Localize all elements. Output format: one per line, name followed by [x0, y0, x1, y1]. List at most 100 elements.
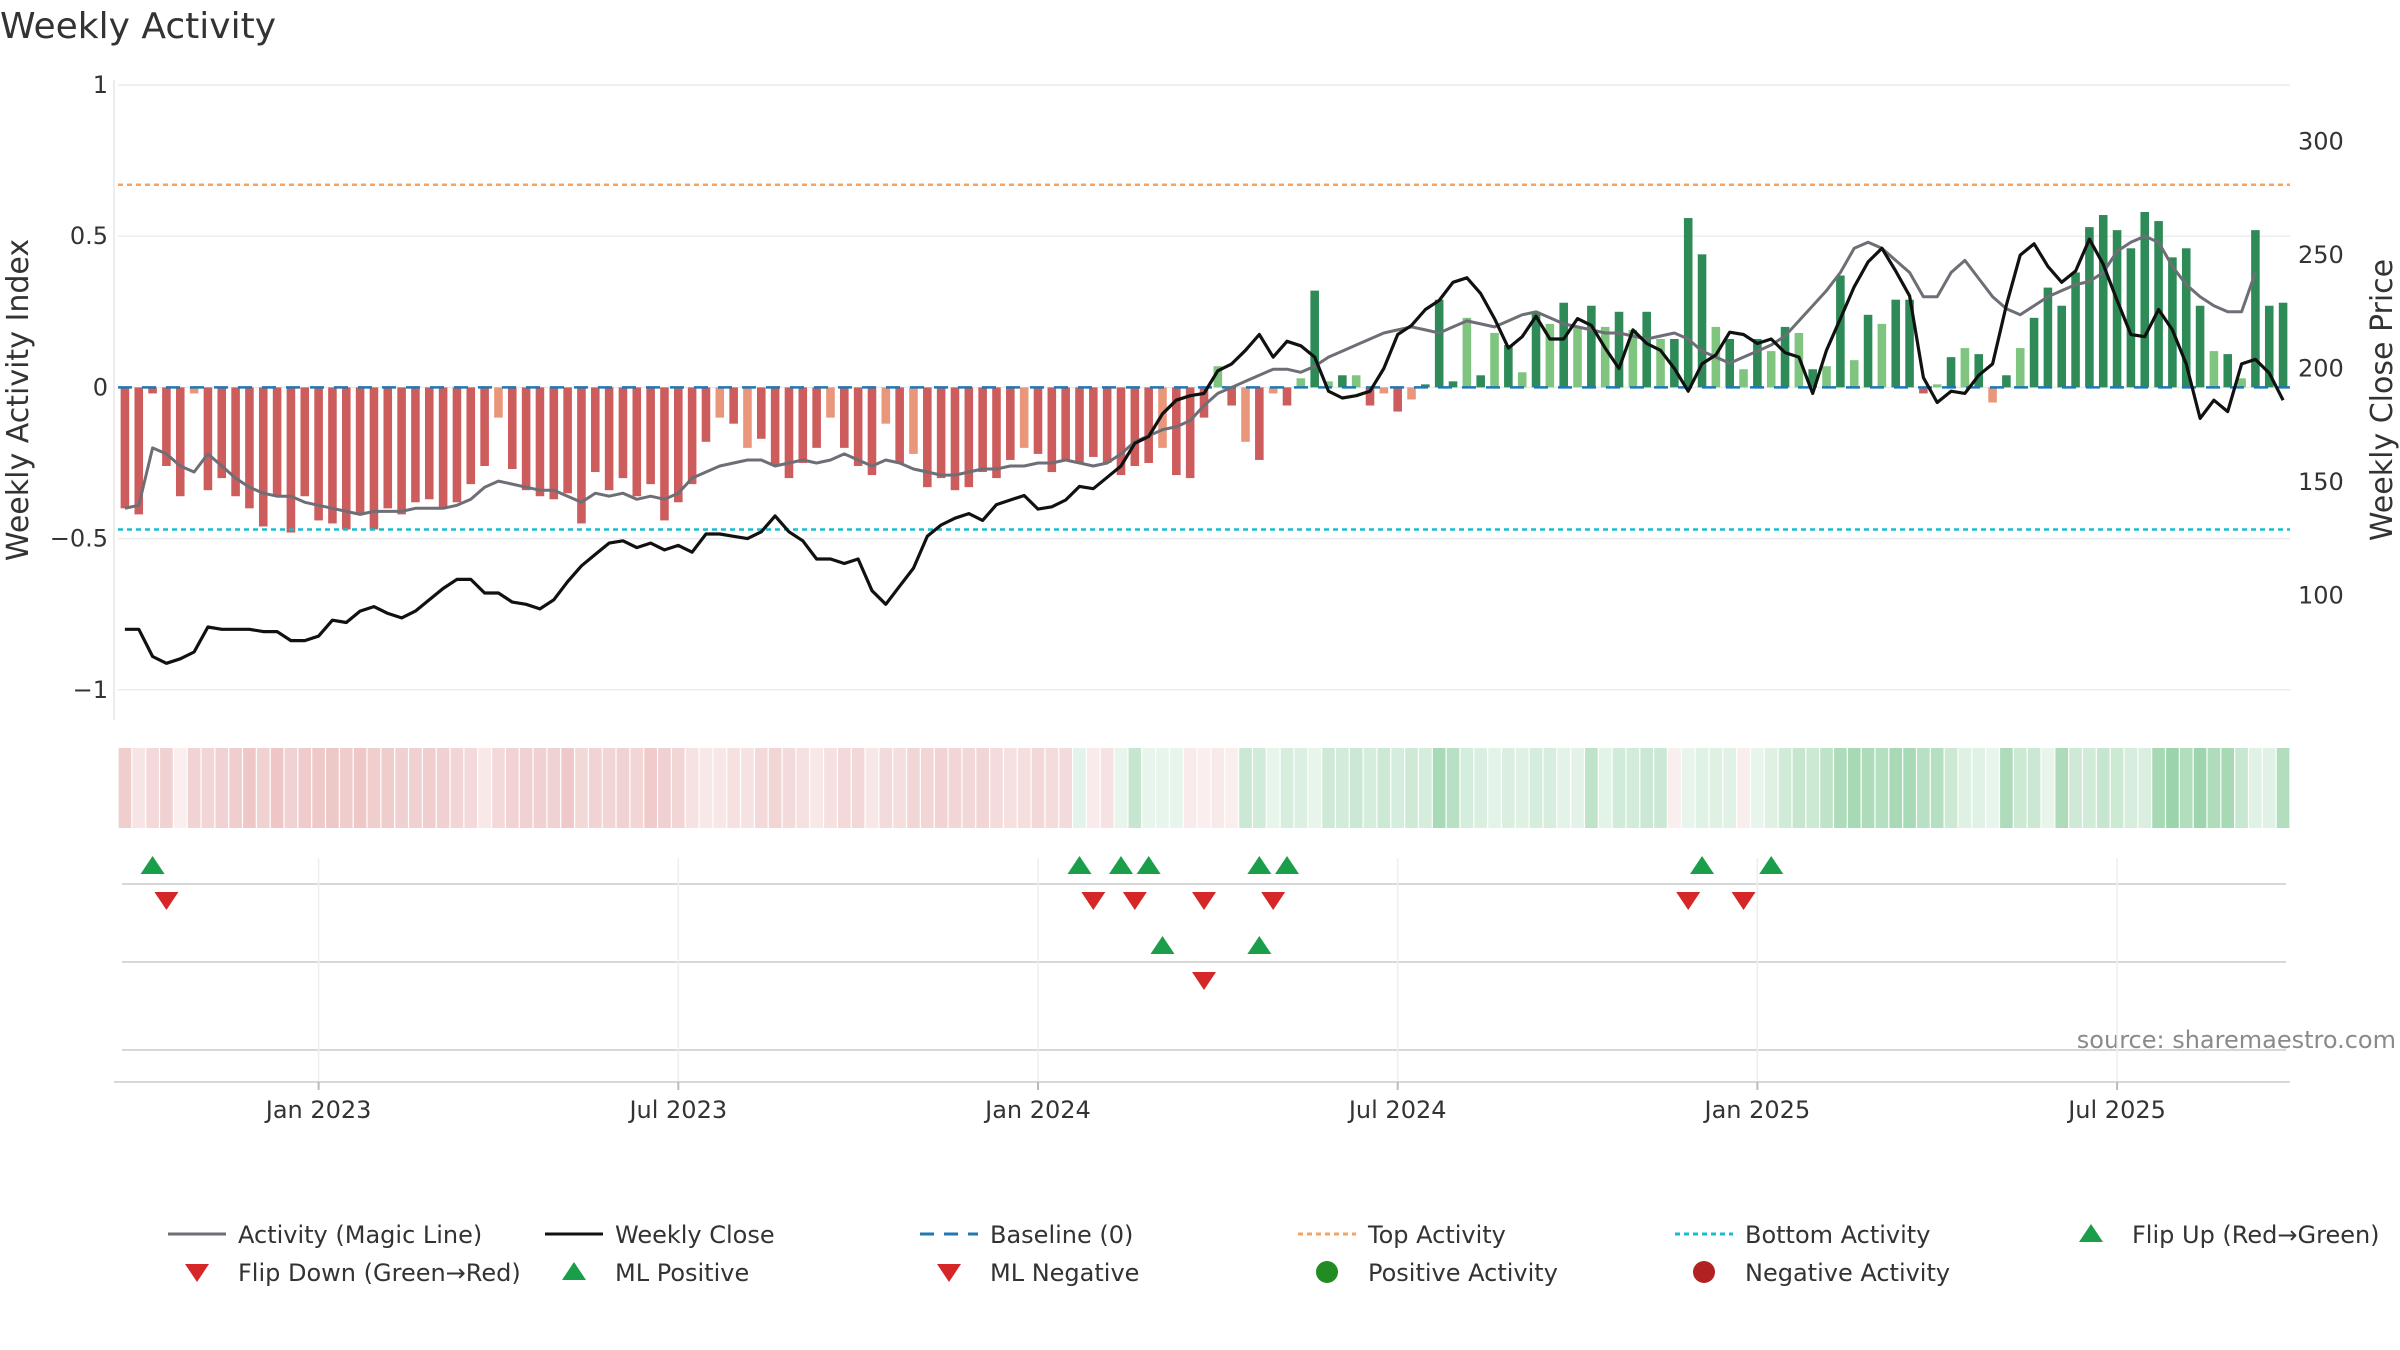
- activity-bar: [383, 387, 393, 509]
- heat-strip-cell: [713, 748, 727, 828]
- flip-markers: [140, 856, 1784, 990]
- heat-strip-cell: [270, 748, 284, 828]
- heat-strip-cell: [1391, 748, 1404, 828]
- activity-bar: [2057, 305, 2067, 388]
- activity-bar: [1199, 387, 1209, 418]
- activity-bar: [853, 387, 863, 466]
- activity-bar: [798, 387, 808, 463]
- activity-bar: [203, 387, 213, 491]
- activity-bar: [1960, 348, 1970, 388]
- heat-strip-cell: [1598, 748, 1612, 828]
- activity-bar: [1061, 387, 1070, 460]
- activity-bar: [314, 387, 323, 521]
- heat-strip-cell: [1847, 748, 1861, 828]
- activity-bar: [521, 387, 531, 491]
- x-tick-label: Jul 2023: [627, 1096, 727, 1124]
- activity-bar: [162, 387, 171, 466]
- heat-strip-cell: [1695, 748, 1709, 828]
- activity-bar: [2195, 305, 2205, 388]
- heat-strip-cell: [1792, 748, 1806, 828]
- activity-bar: [466, 387, 476, 485]
- heat-strip-cell: [865, 748, 879, 828]
- activity-bar: [992, 387, 1001, 479]
- activity-bar: [1628, 329, 1638, 388]
- activity-bar: [1946, 357, 1956, 388]
- heat-strip-cell: [727, 748, 740, 828]
- legend-label: Baseline (0): [990, 1221, 1133, 1249]
- heat-strip-cell: [1156, 748, 1169, 828]
- heat-strip-cell: [1585, 748, 1598, 828]
- activity-bar: [1089, 387, 1098, 457]
- chart-title: Weekly Activity: [0, 6, 276, 47]
- activity-bar: [1670, 339, 1679, 388]
- legend-label: ML Positive: [615, 1259, 749, 1287]
- activity-bar: [424, 387, 434, 500]
- heat-strip-cell: [132, 748, 146, 828]
- activity-bar: [867, 387, 877, 476]
- ml-positive-marker: [1247, 936, 1272, 954]
- y-axis-title: Weekly Activity Index: [1, 239, 36, 561]
- heat-strip-cell: [1377, 748, 1391, 828]
- grid-layer: [118, 84, 2290, 1082]
- heat-strip-cell: [1778, 748, 1792, 828]
- legend-label: Bottom Activity: [1745, 1221, 1930, 1249]
- activity-bar: [687, 387, 697, 485]
- activity-bar: [300, 387, 310, 497]
- activity-bar: [1863, 314, 1873, 388]
- flip-up-marker: [1759, 856, 1784, 874]
- legend-label: Negative Activity: [1745, 1259, 1950, 1287]
- heat-strip-cell: [1308, 748, 1321, 828]
- heat-strip-cell: [547, 748, 561, 828]
- activity-bar: [1697, 254, 1707, 388]
- heat-strip-cell: [1114, 748, 1128, 828]
- heat-strip-cell: [1059, 748, 1072, 828]
- heat-strip-cell: [1419, 748, 1432, 828]
- y-tick-label: −1: [73, 676, 108, 704]
- heat-strip-cell: [1142, 748, 1155, 828]
- activity-bar: [272, 387, 282, 497]
- activity-bar: [175, 387, 185, 497]
- heat-strip-cell: [1737, 748, 1750, 828]
- heat-strip-cell: [1322, 748, 1335, 828]
- heat-strip-cell: [1626, 748, 1640, 828]
- heat-strip-cell: [1529, 748, 1543, 828]
- x-tick-label: Jan 2024: [983, 1096, 1091, 1124]
- activity-bar: [1739, 369, 1748, 388]
- activity-bar: [2043, 287, 2053, 388]
- heat-strip-cell: [1197, 748, 1211, 828]
- activity-bar: [881, 387, 891, 424]
- activity-bar: [2085, 227, 2094, 388]
- heat-strip-cell: [962, 748, 976, 828]
- activity-bar: [1310, 290, 1319, 388]
- heat-strip-cell: [367, 748, 381, 828]
- activity-bar: [715, 387, 725, 418]
- activity-bar: [2002, 375, 2011, 388]
- heat-strip-cell: [160, 748, 173, 828]
- activity-bar: [1144, 387, 1153, 463]
- activity-bar: [1808, 369, 1818, 388]
- activity-bar: [549, 387, 559, 500]
- activity-bar: [2126, 248, 2136, 388]
- legend-label: Positive Activity: [1368, 1259, 1558, 1287]
- heat-strip-cell: [671, 748, 685, 828]
- flip-down-marker: [154, 892, 179, 910]
- heat-strip-cell: [1709, 748, 1723, 828]
- legend-swatch: [185, 1264, 209, 1282]
- activity-bar: [2112, 230, 2122, 388]
- activity-bar: [1614, 311, 1624, 388]
- activity-bar: [1338, 375, 1347, 388]
- legend-swatch: [937, 1264, 961, 1282]
- activity-bar: [784, 387, 794, 479]
- heat-strip-cell: [1128, 748, 1142, 828]
- heat-strip-cell: [1806, 748, 1820, 828]
- heat-strip-cell: [990, 748, 1003, 828]
- activity-bar: [1932, 384, 1942, 388]
- series-lines: [124, 234, 2285, 665]
- heat-strip-cell: [1958, 748, 1972, 828]
- heat-strip-cell: [326, 748, 339, 828]
- heat-strip-cell: [2069, 748, 2082, 828]
- heat-strip-cell: [1446, 748, 1460, 828]
- y2-tick-label: 150: [2298, 468, 2344, 496]
- heat-strip-cell: [588, 748, 602, 828]
- activity-bar: [1434, 299, 1444, 388]
